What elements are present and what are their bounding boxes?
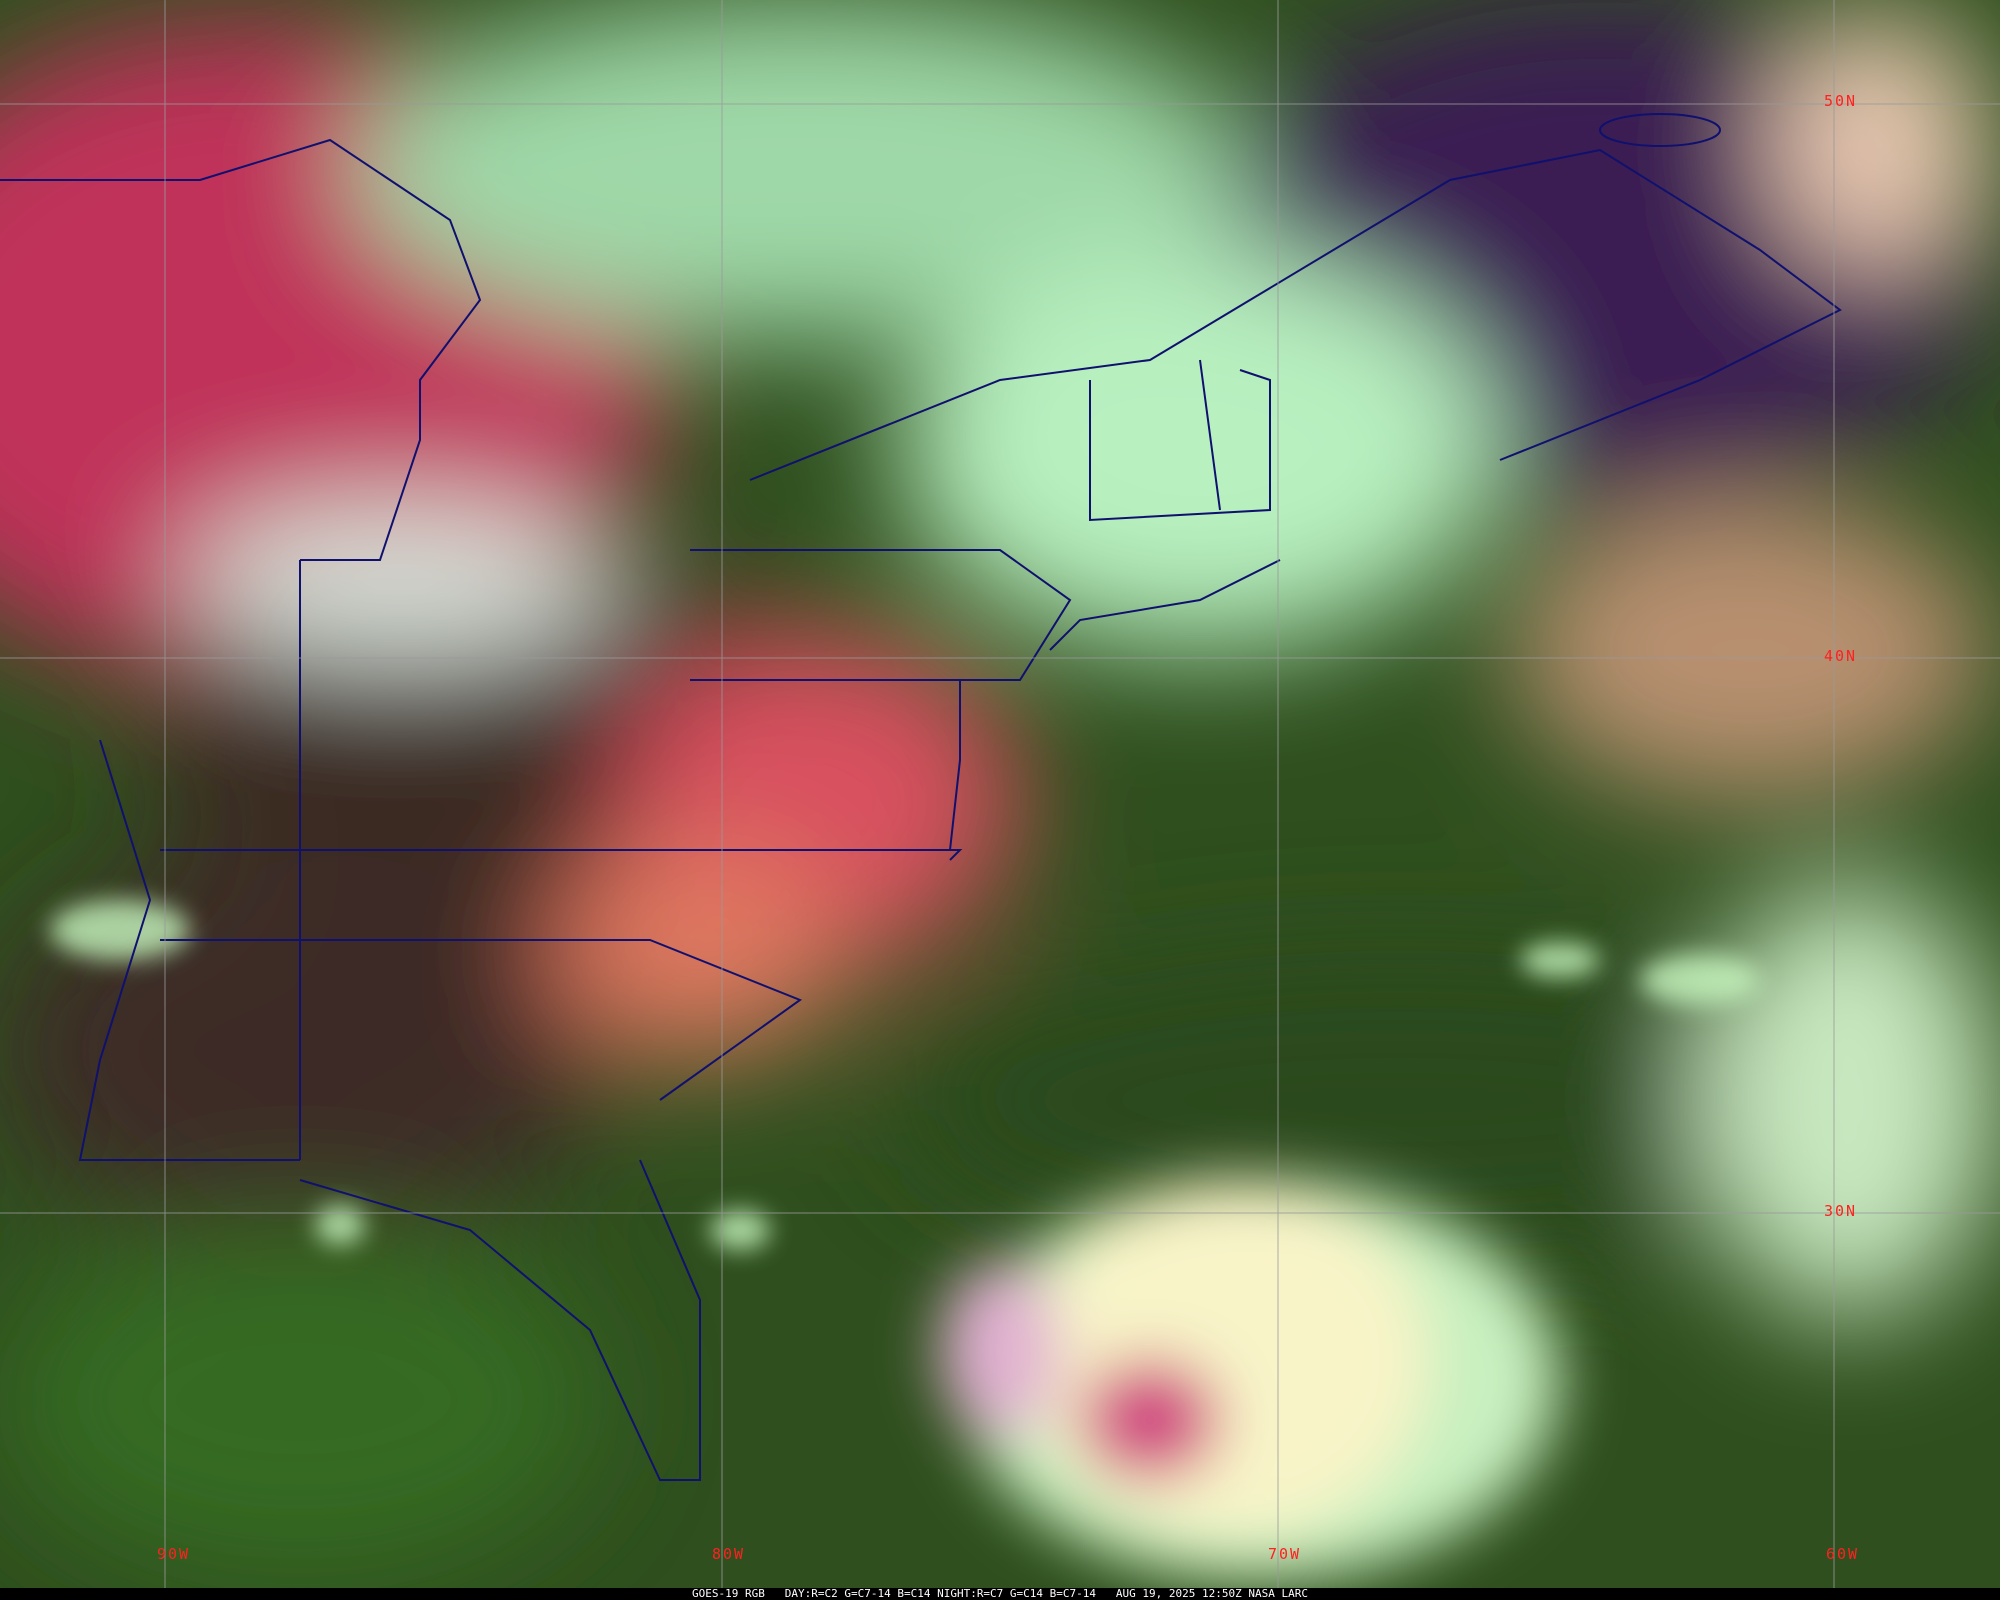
lon-label-80w: 80W [712, 1545, 746, 1563]
small-clouds [50, 900, 1760, 1250]
lon-label-90w: 90W [157, 1545, 191, 1563]
political-borders [0, 113, 1842, 1481]
lon-label-70w: 70W [1268, 1545, 1302, 1563]
caption-datetime: AUG 19, 2025 12:50Z [1115, 1587, 1242, 1600]
lat-label-50n: 50N [1824, 92, 1858, 110]
caption-day-recipe: DAY:R=C2 G=C7-14 B=C14 [784, 1587, 931, 1600]
caption-night-recipe: NIGHT:R=C7 G=C14 B=C7-14 [937, 1587, 1097, 1600]
lat-label-40n: 40N [1824, 647, 1858, 665]
hurricane [940, 1180, 1560, 1580]
caption-satellite: GOES-19 RGB [692, 1587, 765, 1600]
lon-label-60w: 60W [1826, 1545, 1860, 1563]
lat-label-30n: 30N [1824, 1202, 1858, 1220]
caption-source: NASA LARC [1248, 1587, 1308, 1600]
image-caption: GOES-19 RGB DAY:R=C2 G=C7-14 B=C14 NIGHT… [0, 1588, 2000, 1600]
